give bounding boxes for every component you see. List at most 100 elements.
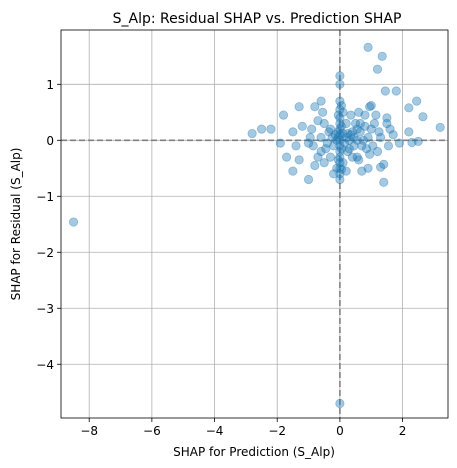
x-axis-ticks: −8 −6 −4 −2 0 2 xyxy=(80,418,406,438)
scatter-point xyxy=(418,112,428,122)
scatter-point xyxy=(344,144,354,154)
y-tick-label: −3 xyxy=(36,302,54,316)
y-axis-ticks: −4 −3 −2 −1 0 1 xyxy=(36,78,61,372)
scatter-point xyxy=(310,160,320,171)
scatter-point xyxy=(316,132,326,143)
scatter-point xyxy=(352,135,362,145)
scatter-point xyxy=(297,121,307,131)
scatter-point xyxy=(335,79,345,89)
scatter-points xyxy=(68,42,445,409)
grid-lines xyxy=(61,30,448,418)
scatter-point xyxy=(336,144,347,154)
scatter-point xyxy=(329,141,339,151)
scatter-point xyxy=(335,96,345,106)
plot-frame xyxy=(60,29,449,419)
scatter-point xyxy=(358,135,368,145)
scatter-point xyxy=(294,155,304,165)
scatter-point xyxy=(383,141,394,151)
scatter-point xyxy=(325,152,336,162)
scatter-point xyxy=(404,103,414,113)
y-tick-label: 0 xyxy=(46,134,54,148)
scatter-point xyxy=(382,113,392,123)
scatter-point xyxy=(68,217,79,227)
scatter-point xyxy=(325,124,336,134)
x-tick-label: 0 xyxy=(336,424,344,438)
scatter-point xyxy=(376,132,386,143)
scatter-point xyxy=(313,116,323,126)
scatter-point xyxy=(350,118,361,129)
scatter-point xyxy=(282,152,292,162)
x-tick-label: −6 xyxy=(143,424,161,438)
scatter-point xyxy=(352,124,362,134)
scatter-point xyxy=(336,100,347,111)
scatter-point xyxy=(355,118,365,129)
scatter-point xyxy=(335,141,345,151)
scatter-point xyxy=(310,102,320,112)
scatter-point xyxy=(335,118,345,129)
scatter-point xyxy=(380,86,390,96)
scatter-point xyxy=(404,127,414,137)
scatter-point xyxy=(335,135,345,145)
scatter-point xyxy=(365,102,375,112)
scatter-point xyxy=(324,127,334,137)
scatter-point xyxy=(303,138,314,148)
scatter-point xyxy=(360,121,370,131)
scatter-point xyxy=(332,163,342,173)
scatter-point xyxy=(266,124,276,134)
x-axis-label: SHAP for Prediction (S_Alp) xyxy=(173,445,335,459)
scatter-point xyxy=(368,141,378,151)
scatter-point xyxy=(338,107,348,117)
scatter-point xyxy=(335,146,345,157)
scatter-point xyxy=(335,174,345,185)
scatter-point xyxy=(338,128,348,139)
scatter-point xyxy=(330,130,340,140)
scatter-point xyxy=(371,110,381,120)
scatter-point xyxy=(379,177,389,187)
scatter-point xyxy=(335,398,345,409)
scatter-point xyxy=(374,127,384,137)
scatter-point xyxy=(338,158,348,168)
scatter-point xyxy=(308,141,318,151)
scatter-point xyxy=(382,118,392,129)
scatter-point xyxy=(335,169,345,179)
scatter-point xyxy=(407,137,417,148)
scatter-point xyxy=(391,86,401,96)
scatter-point xyxy=(343,146,353,157)
scatter-point xyxy=(335,152,345,162)
scatter-point xyxy=(288,166,298,176)
scatter-point xyxy=(275,138,285,148)
scatter-point xyxy=(335,124,345,134)
scatter-point xyxy=(388,130,398,140)
scatter-point xyxy=(294,102,304,112)
y-tick-label: −2 xyxy=(36,246,54,260)
scatter-point xyxy=(379,159,389,169)
scatter-point xyxy=(357,141,367,151)
scatter-point xyxy=(332,135,342,145)
scatter-point xyxy=(291,141,301,151)
scatter-point xyxy=(329,169,339,179)
chart-title: S_Alp: Residual SHAP vs. Prediction SHAP xyxy=(113,11,402,27)
scatter-point xyxy=(376,162,386,172)
y-axis-label: SHAP for Residual (S_Alp) xyxy=(9,148,23,301)
scatter-point xyxy=(341,132,351,143)
scatter-point xyxy=(333,155,343,165)
scatter-point xyxy=(344,135,354,145)
scatter-point xyxy=(352,152,362,162)
scatter-point xyxy=(318,107,328,117)
scatter-point xyxy=(360,110,370,120)
scatter-point xyxy=(413,136,423,147)
scatter-point xyxy=(349,132,359,143)
scatter-point xyxy=(256,124,267,134)
scatter-point xyxy=(341,118,351,129)
scatter-point xyxy=(366,124,376,134)
scatter-point xyxy=(333,132,343,143)
scatter-point xyxy=(363,132,373,143)
scatter-point xyxy=(327,132,337,143)
scatter-point xyxy=(322,138,332,148)
y-tick-label: 1 xyxy=(46,78,54,92)
scatter-point xyxy=(319,118,329,129)
scatter-point xyxy=(363,163,373,173)
x-tick-label: 2 xyxy=(399,424,407,438)
scatter-point xyxy=(394,138,405,148)
scatter-point xyxy=(303,174,314,185)
